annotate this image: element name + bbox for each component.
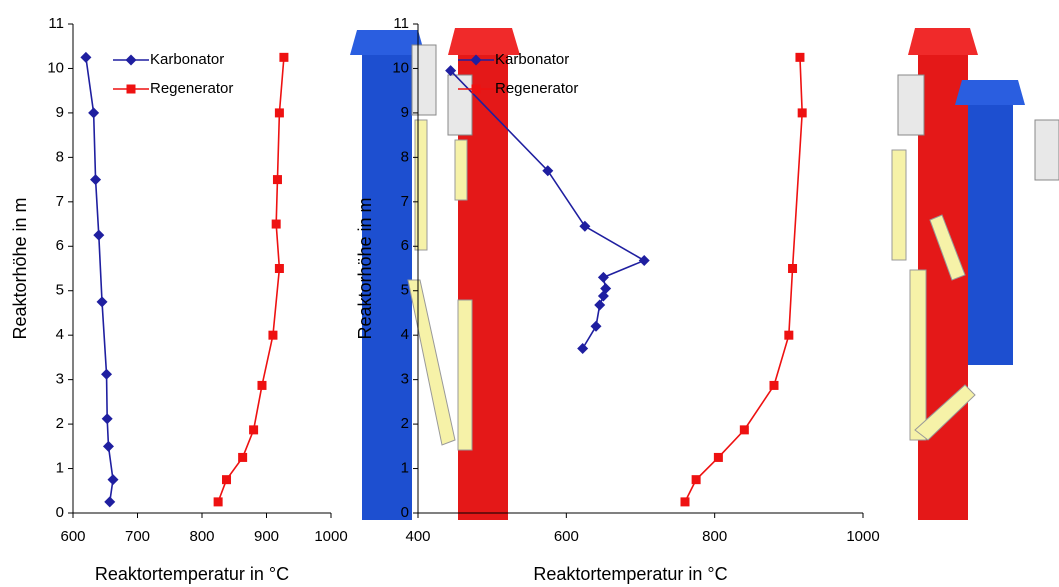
marker <box>445 65 457 77</box>
y-tick-label: 0 <box>401 504 409 521</box>
series-line <box>684 57 803 503</box>
x-tick-label: 800 <box>189 528 214 545</box>
legend-label: Regenerator <box>150 80 233 97</box>
marker <box>594 299 606 311</box>
marker <box>102 440 114 452</box>
x-tick-label: 600 <box>60 528 85 545</box>
marker <box>88 107 100 119</box>
marker <box>577 343 589 355</box>
y-tick-label: 5 <box>56 282 64 299</box>
marker <box>271 219 281 229</box>
x-tick-label: 1000 <box>846 528 879 545</box>
series-line <box>450 70 647 349</box>
marker <box>597 290 609 302</box>
legend-marker <box>126 84 136 94</box>
x-tick-label: 900 <box>254 528 279 545</box>
marker <box>107 474 119 486</box>
y-tick-label: 4 <box>56 326 64 343</box>
legend-marker <box>125 54 137 66</box>
x-tick-label: 800 <box>702 528 727 545</box>
marker <box>279 52 289 62</box>
x-tick-label: 600 <box>554 528 579 545</box>
y-tick-label: 11 <box>393 15 409 32</box>
y-tick-label: 10 <box>392 59 409 76</box>
y-tick-label: 0 <box>56 504 64 521</box>
x-axis-label: Reaktortemperatur in °C <box>533 564 727 584</box>
y-tick-label: 6 <box>56 237 64 254</box>
marker <box>784 330 794 340</box>
legend-label: Regenerator <box>495 80 578 97</box>
marker <box>213 497 223 507</box>
marker <box>713 452 723 462</box>
marker <box>597 271 609 283</box>
x-tick-label: 400 <box>405 528 430 545</box>
series-line <box>85 57 114 503</box>
marker <box>101 368 113 380</box>
y-tick-label: 9 <box>56 104 64 121</box>
marker <box>680 497 690 507</box>
marker <box>542 165 554 177</box>
y-tick-label: 10 <box>47 59 64 76</box>
y-tick-label: 1 <box>401 460 409 477</box>
y-tick-label: 3 <box>401 371 409 388</box>
legend-marker <box>470 54 482 66</box>
y-tick-label: 4 <box>401 326 409 343</box>
legend-label: Karbonator <box>150 51 224 68</box>
marker <box>788 264 798 273</box>
marker <box>101 413 113 425</box>
y-tick-label: 2 <box>56 415 64 432</box>
marker <box>274 108 284 118</box>
legend-label: Karbonator <box>495 51 569 68</box>
reactor-illustration-right <box>891 28 1059 520</box>
y-tick-label: 1 <box>56 460 64 477</box>
x-axis-label: Reaktortemperatur in °C <box>95 564 289 584</box>
marker <box>638 254 650 266</box>
marker <box>590 320 602 332</box>
series-line <box>217 57 285 503</box>
x-tick-label: 700 <box>125 528 150 545</box>
marker <box>691 475 701 485</box>
marker <box>90 174 102 186</box>
marker <box>797 108 807 118</box>
marker <box>222 475 232 485</box>
marker <box>80 51 92 63</box>
y-tick-label: 3 <box>56 371 64 388</box>
y-tick-label: 8 <box>401 148 409 165</box>
y-tick-label: 5 <box>401 282 409 299</box>
y-tick-label: 7 <box>56 193 64 210</box>
legend-marker <box>471 84 481 94</box>
y-tick-label: 2 <box>401 415 409 432</box>
y-tick-label: 8 <box>56 148 64 165</box>
y-tick-label: 9 <box>401 104 409 121</box>
marker <box>795 52 805 62</box>
marker <box>104 496 116 508</box>
y-tick-label: 6 <box>401 237 409 254</box>
y-tick-label: 11 <box>48 15 64 32</box>
marker <box>93 229 105 241</box>
marker <box>238 452 248 462</box>
marker <box>268 330 278 340</box>
marker <box>272 175 282 185</box>
marker <box>769 380 779 390</box>
x-tick-label: 1000 <box>314 528 347 545</box>
y-axis-label: Reaktorhöhe in m <box>355 197 375 339</box>
reactor-illustration-left <box>350 28 520 520</box>
marker <box>96 296 108 308</box>
y-tick-label: 7 <box>401 193 409 210</box>
marker <box>579 220 591 232</box>
marker <box>257 380 267 390</box>
marker <box>249 425 259 435</box>
marker <box>274 264 284 273</box>
marker <box>739 425 749 435</box>
y-axis-label: Reaktorhöhe in m <box>10 197 30 339</box>
